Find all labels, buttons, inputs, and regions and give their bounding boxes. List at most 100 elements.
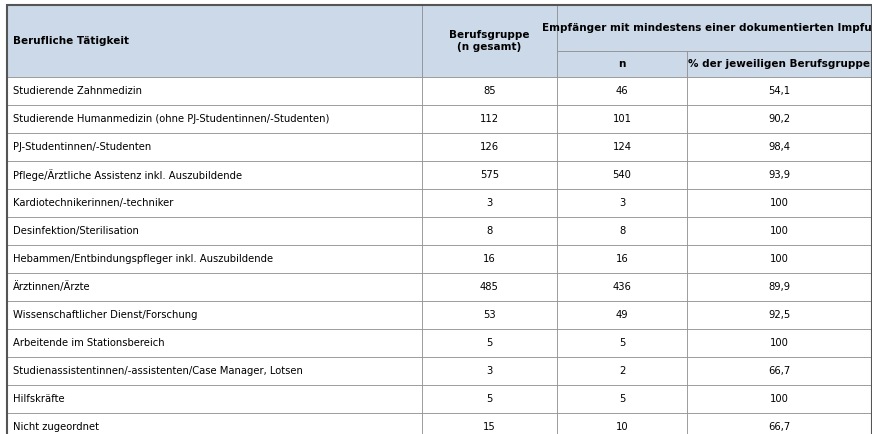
Text: 16: 16 — [483, 254, 496, 264]
Bar — [7, 273, 422, 301]
Text: 8: 8 — [487, 226, 493, 236]
Text: 15: 15 — [483, 422, 496, 432]
Text: Pflege/Ärztliche Assistenz inkl. Auszubildende: Pflege/Ärztliche Assistenz inkl. Auszubi… — [13, 169, 242, 181]
Text: % der jeweiligen Berufsgruppe: % der jeweiligen Berufsgruppe — [689, 59, 870, 69]
Bar — [687, 217, 872, 245]
Bar — [422, 273, 557, 301]
Bar — [687, 189, 872, 217]
Bar — [422, 5, 557, 77]
Text: Hebammen/Entbindungspfleger inkl. Auszubildende: Hebammen/Entbindungspfleger inkl. Auszub… — [13, 254, 273, 264]
Bar — [422, 301, 557, 329]
Bar — [687, 273, 872, 301]
Text: 436: 436 — [612, 282, 631, 292]
Bar — [422, 413, 557, 434]
Bar — [422, 217, 557, 245]
Bar — [422, 385, 557, 413]
Text: Arbeitende im Stationsbereich: Arbeitende im Stationsbereich — [13, 338, 165, 348]
Text: 66,7: 66,7 — [768, 422, 791, 432]
Text: Hilfskräfte: Hilfskräfte — [13, 394, 65, 404]
Text: 485: 485 — [480, 282, 499, 292]
Text: 54,1: 54,1 — [768, 86, 791, 96]
Bar — [422, 329, 557, 357]
Text: 53: 53 — [483, 310, 496, 320]
Text: Desinfektion/Sterilisation: Desinfektion/Sterilisation — [13, 226, 139, 236]
Bar — [557, 385, 687, 413]
Bar — [557, 133, 687, 161]
Text: 540: 540 — [612, 170, 631, 180]
Text: 5: 5 — [619, 394, 625, 404]
Text: 10: 10 — [616, 422, 629, 432]
Bar — [687, 357, 872, 385]
Text: Nicht zugeordnet: Nicht zugeordnet — [13, 422, 99, 432]
Bar — [687, 77, 872, 105]
Bar — [7, 217, 422, 245]
Text: 3: 3 — [619, 198, 625, 208]
Text: 100: 100 — [770, 338, 789, 348]
Bar — [7, 5, 422, 77]
Bar — [687, 105, 872, 133]
Text: 92,5: 92,5 — [768, 310, 791, 320]
Bar — [687, 385, 872, 413]
Bar — [687, 329, 872, 357]
Bar — [422, 105, 557, 133]
Text: 66,7: 66,7 — [768, 366, 791, 376]
Text: 126: 126 — [480, 142, 499, 152]
Bar — [422, 357, 557, 385]
Text: 5: 5 — [487, 394, 493, 404]
Bar — [687, 161, 872, 189]
Text: Studienassistentinnen/-assistenten/Case Manager, Lotsen: Studienassistentinnen/-assistenten/Case … — [13, 366, 303, 376]
Bar — [557, 301, 687, 329]
Text: 5: 5 — [487, 338, 493, 348]
Text: 85: 85 — [483, 86, 496, 96]
Text: 100: 100 — [770, 226, 789, 236]
Text: Berufsgruppe
(n gesamt): Berufsgruppe (n gesamt) — [449, 30, 530, 52]
Bar — [557, 273, 687, 301]
Text: 3: 3 — [487, 366, 493, 376]
Text: Kardiotechnikerinnen/-techniker: Kardiotechnikerinnen/-techniker — [13, 198, 174, 208]
Bar — [7, 413, 422, 434]
Bar — [422, 77, 557, 105]
Bar — [7, 105, 422, 133]
Text: 98,4: 98,4 — [768, 142, 791, 152]
Bar — [687, 301, 872, 329]
Text: 49: 49 — [616, 310, 629, 320]
Bar — [7, 329, 422, 357]
Text: 100: 100 — [770, 254, 789, 264]
Bar — [7, 161, 422, 189]
Bar — [7, 301, 422, 329]
Text: n: n — [618, 59, 626, 69]
Text: Studierende Zahnmedizin: Studierende Zahnmedizin — [13, 86, 142, 96]
Bar — [687, 51, 872, 77]
Text: Wissenschaftlicher Dienst/Forschung: Wissenschaftlicher Dienst/Forschung — [13, 310, 197, 320]
Bar — [422, 161, 557, 189]
Text: 5: 5 — [619, 338, 625, 348]
Text: 16: 16 — [616, 254, 629, 264]
Text: 100: 100 — [770, 394, 789, 404]
Text: 100: 100 — [770, 198, 789, 208]
Text: 2: 2 — [619, 366, 625, 376]
Bar — [422, 133, 557, 161]
Text: PJ-Studentinnen/-Studenten: PJ-Studentinnen/-Studenten — [13, 142, 151, 152]
Text: 89,9: 89,9 — [768, 282, 791, 292]
Text: Ärztinnen/Ärzte: Ärztinnen/Ärzte — [13, 282, 91, 293]
Text: 3: 3 — [487, 198, 493, 208]
Text: 101: 101 — [612, 114, 631, 124]
Bar — [422, 245, 557, 273]
Text: Berufliche Tätigkeit: Berufliche Tätigkeit — [13, 36, 129, 46]
Bar — [557, 413, 687, 434]
Bar — [7, 357, 422, 385]
Text: 90,2: 90,2 — [768, 114, 791, 124]
Bar — [7, 77, 422, 105]
Bar — [557, 217, 687, 245]
Bar — [557, 161, 687, 189]
Bar — [557, 105, 687, 133]
Text: 124: 124 — [612, 142, 631, 152]
Bar — [7, 385, 422, 413]
Bar — [687, 413, 872, 434]
Bar — [422, 189, 557, 217]
Bar — [557, 51, 687, 77]
Bar — [557, 5, 872, 51]
Text: 575: 575 — [480, 170, 499, 180]
Bar — [7, 189, 422, 217]
Text: 112: 112 — [480, 114, 499, 124]
